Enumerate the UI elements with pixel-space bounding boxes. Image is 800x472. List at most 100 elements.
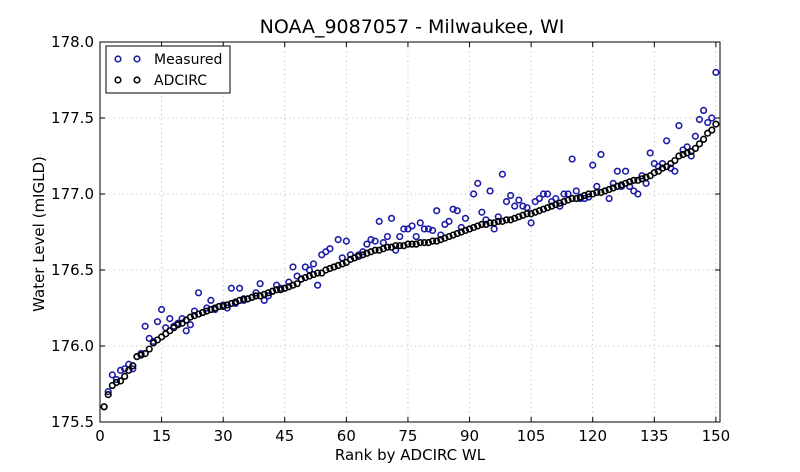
data-point-measured <box>116 366 125 374</box>
data-point-adcirc <box>699 135 708 143</box>
data-point-adcirc <box>104 391 112 399</box>
data-point-measured <box>535 194 543 203</box>
legend-entry-measured: Measured <box>114 52 222 68</box>
data-point-adcirc <box>445 232 453 241</box>
data-point-adcirc <box>585 190 593 198</box>
x-tick-label: 45 <box>275 427 294 445</box>
data-point-adcirc <box>498 217 506 225</box>
y-tick-label: 178.0 <box>51 33 94 51</box>
data-point-adcirc <box>314 269 322 277</box>
data-point-adcirc <box>531 208 539 216</box>
data-point-adcirc <box>511 214 519 222</box>
data-point-adcirc <box>695 140 704 148</box>
data-point-adcirc <box>465 225 474 233</box>
data-point-adcirc <box>420 239 428 247</box>
data-point-measured <box>433 207 441 215</box>
x-tick-label: 0 <box>95 427 105 445</box>
data-point-measured <box>494 213 502 221</box>
data-point-adcirc <box>441 234 449 242</box>
data-point-measured <box>428 226 437 235</box>
data-point-measured <box>400 225 408 233</box>
data-point-measured <box>108 371 116 379</box>
data-point-measured <box>605 194 613 203</box>
data-point-adcirc <box>428 237 437 245</box>
data-point-adcirc <box>478 220 486 228</box>
data-point-measured <box>490 225 498 233</box>
data-point-measured <box>470 190 478 198</box>
data-point-adcirc <box>568 194 576 203</box>
data-point-adcirc <box>634 176 642 184</box>
y-tick-label: 175.5 <box>51 413 94 431</box>
data-point-measured <box>556 202 564 210</box>
y-axis-tick-labels: 175.5 176.0 176.5 177.0 177.5 178.0 <box>51 33 94 431</box>
data-point-measured <box>289 263 297 271</box>
legend-marker-adcirc <box>114 76 122 84</box>
data-point-measured <box>334 236 342 244</box>
plot-area <box>99 41 721 423</box>
data-point-adcirc <box>564 196 572 204</box>
data-point-adcirc <box>617 181 626 189</box>
data-point-adcirc <box>638 175 646 183</box>
data-point-measured <box>223 304 231 312</box>
data-point-measured <box>112 375 121 384</box>
x-tick-label: 105 <box>517 427 546 445</box>
data-point-adcirc <box>137 351 145 359</box>
data-point-adcirc <box>527 210 535 218</box>
data-point-measured <box>314 281 322 289</box>
data-point-adcirc <box>461 226 470 235</box>
data-point-measured <box>182 327 190 335</box>
data-point-measured <box>416 219 424 227</box>
data-point-measured <box>309 260 318 268</box>
data-point-adcirc <box>593 188 601 197</box>
data-point-measured <box>478 208 486 216</box>
data-point-adcirc <box>412 240 420 248</box>
data-point-adcirc <box>642 173 650 181</box>
data-point-measured <box>691 132 699 140</box>
series-adcirc <box>100 120 720 411</box>
x-tick-label: 135 <box>640 427 669 445</box>
data-point-adcirc <box>116 377 125 385</box>
legend-marker-measured <box>114 55 122 63</box>
data-point-adcirc <box>121 372 129 381</box>
data-point-adcirc <box>621 179 630 187</box>
data-point-measured <box>486 187 494 195</box>
data-point-measured <box>359 248 367 256</box>
data-point-measured <box>461 214 470 222</box>
data-point-adcirc <box>589 190 597 198</box>
y-tick-label: 176.5 <box>51 261 94 279</box>
data-point-adcirc <box>367 248 375 256</box>
data-point-adcirc <box>141 350 149 358</box>
data-point-measured <box>264 292 272 300</box>
data-point-measured <box>671 167 679 175</box>
legend: Measured ADCIRC <box>105 45 231 94</box>
data-point-adcirc <box>400 242 408 250</box>
data-point-adcirc <box>285 283 293 291</box>
data-point-adcirc <box>277 286 285 294</box>
legend-entry-adcirc: ADCIRC <box>114 73 207 89</box>
data-point-measured <box>613 167 621 175</box>
data-point-adcirc <box>609 184 617 192</box>
x-axis-tick-labels: 0 15 30 45 60 75 90 105 120 135 150 <box>95 427 730 445</box>
data-point-measured <box>178 315 186 323</box>
data-point-adcirc <box>404 240 412 248</box>
data-point-measured <box>186 321 194 329</box>
data-point-adcirc <box>597 188 605 197</box>
data-point-adcirc <box>490 219 498 227</box>
data-point-adcirc <box>268 287 277 295</box>
data-point-adcirc <box>129 362 137 370</box>
data-point-adcirc <box>552 201 560 209</box>
data-point-measured <box>396 232 404 241</box>
data-point-adcirc <box>186 313 194 321</box>
data-point-adcirc <box>219 302 227 311</box>
data-point-adcirc <box>355 252 363 260</box>
data-point-measured <box>597 150 605 159</box>
data-point-measured <box>568 155 576 163</box>
data-point-measured <box>153 318 162 326</box>
data-point-adcirc <box>190 312 199 320</box>
data-point-adcirc <box>626 178 634 186</box>
data-point-adcirc <box>244 295 252 303</box>
data-point-measured <box>621 167 630 175</box>
data-point-measured <box>704 118 712 127</box>
data-point-measured <box>527 219 535 227</box>
